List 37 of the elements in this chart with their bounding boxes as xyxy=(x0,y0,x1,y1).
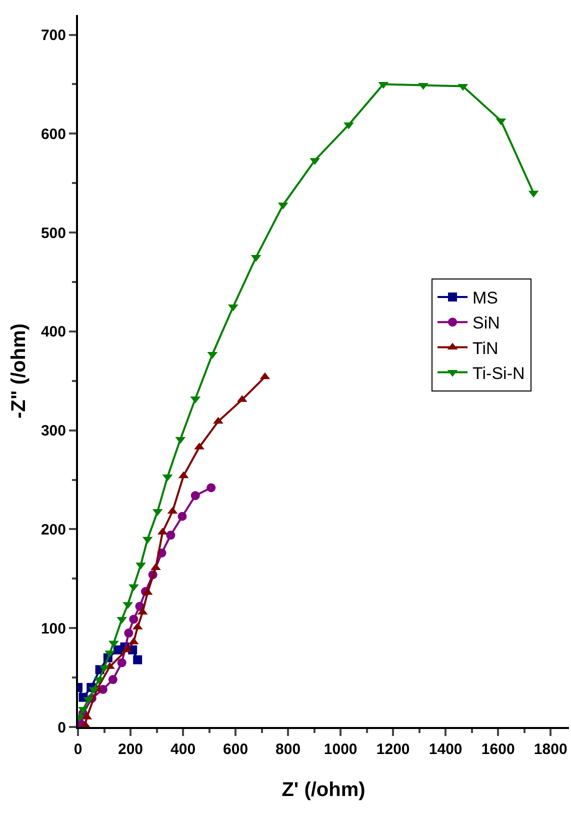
point xyxy=(190,491,200,500)
x-tick-label: 1400 xyxy=(428,741,462,758)
point xyxy=(99,665,110,672)
point xyxy=(108,675,118,684)
x-tick-label: 400 xyxy=(170,741,196,758)
x-tick-label: 0 xyxy=(74,741,82,758)
x-tick-label: 1200 xyxy=(376,741,410,758)
x-tick-label: 200 xyxy=(118,741,144,758)
y-tick-label: 400 xyxy=(40,324,66,341)
x-axis-title: Z' (/ohm) xyxy=(282,779,366,801)
y-tick-label: 600 xyxy=(40,126,66,143)
point xyxy=(133,655,142,664)
point xyxy=(166,530,176,540)
point xyxy=(129,614,138,624)
y-tick-label: 700 xyxy=(40,27,66,44)
point xyxy=(178,512,187,521)
point xyxy=(78,706,88,714)
x-tick-label: 1800 xyxy=(534,741,568,758)
legend-label: TiN xyxy=(472,338,498,358)
point xyxy=(150,563,161,570)
x-tick-label: 1000 xyxy=(324,741,358,758)
y-tick-label: 0 xyxy=(58,719,66,736)
x-tick-label: 1600 xyxy=(481,741,515,758)
point xyxy=(418,82,428,90)
legend-label: MS xyxy=(472,288,498,308)
point xyxy=(117,658,126,668)
y-tick-label: 300 xyxy=(40,422,66,440)
y-tick-label: 200 xyxy=(40,521,66,538)
legend-label: Ti-Si-N xyxy=(472,364,525,383)
point xyxy=(124,628,134,638)
legend-label: SiN xyxy=(472,314,500,333)
y-tick-label: 100 xyxy=(40,620,66,638)
y-tick-label: 500 xyxy=(40,224,66,242)
x-tick-label: 600 xyxy=(223,741,248,758)
point xyxy=(206,483,216,492)
y-axis-title: -Z" (/ohm) xyxy=(8,323,30,419)
x-tick-label: 800 xyxy=(276,741,301,758)
